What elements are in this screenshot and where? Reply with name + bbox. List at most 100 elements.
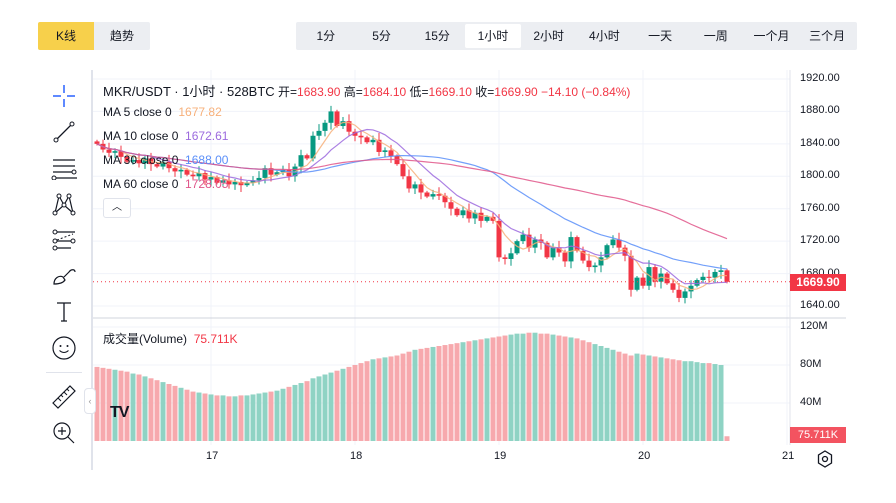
volume-bar (178, 387, 184, 441)
ma5-legend[interactable]: MA 5 close 0 1677.82 (103, 105, 222, 119)
candle-body (262, 168, 268, 178)
ma30-value: 1688.00 (185, 153, 229, 167)
candle-body (202, 173, 208, 180)
volume-bar (520, 333, 526, 441)
collapse-legend-button[interactable]: ︿ (103, 198, 131, 218)
volume-bar (94, 366, 100, 441)
volume-legend[interactable]: 成交量(Volume) 75.711K (103, 330, 238, 347)
crosshair-tool[interactable] (44, 78, 84, 114)
interval-1d[interactable]: 一天 (648, 29, 673, 43)
volume-bar (190, 391, 196, 441)
pattern-icon (52, 193, 76, 216)
toolbar-divider (46, 372, 82, 373)
candle-body (556, 247, 562, 253)
brush-tool[interactable] (44, 258, 84, 294)
volume-bar (670, 359, 676, 441)
volume-bar (334, 370, 340, 441)
volume-bar (616, 351, 622, 441)
volume-bar (250, 394, 256, 441)
candle-body (412, 184, 418, 189)
candle-body (94, 141, 100, 144)
volume-bar (394, 355, 400, 441)
ma10-legend[interactable]: MA 10 close 0 1672.61 (103, 129, 228, 143)
interval-5m[interactable]: 5分 (372, 29, 391, 43)
candle-body (466, 210, 472, 219)
volume-bar (286, 386, 292, 441)
candle-body (166, 161, 172, 169)
candle-body (382, 150, 388, 152)
candle-body (124, 156, 130, 162)
tab-kline[interactable]: K线 (38, 22, 94, 50)
candle-body (208, 177, 214, 180)
interval-1h[interactable]: 1小时 (465, 24, 521, 48)
zoom-tool[interactable] (44, 415, 84, 451)
ma30-label: MA 30 close 0 (103, 153, 179, 167)
volume-bar (328, 372, 334, 441)
candle-body (700, 276, 706, 281)
price-tick: 1720.00 (800, 234, 840, 247)
candle-body (442, 195, 448, 203)
measure-tool[interactable] (44, 379, 84, 415)
volume-bar (586, 342, 592, 441)
candle-body (196, 173, 202, 177)
volume-bar (430, 346, 436, 441)
chart-legend: MKR/USDT · 1小时 · 528BTC 开=1683.90 高=1684… (103, 81, 630, 100)
emoji-tool[interactable] (44, 330, 84, 366)
candle-body (634, 277, 640, 290)
candle-body (364, 137, 370, 143)
interval-2h[interactable]: 2小时 (533, 29, 564, 43)
volume-value: 75.711K (193, 332, 238, 346)
ma30-legend[interactable]: MA 30 close 0 1688.00 (103, 153, 228, 167)
text-tool[interactable] (44, 294, 84, 330)
toolbar-collapse-handle[interactable]: ‹ (84, 388, 96, 414)
candle-body (256, 177, 262, 181)
price-tick: 1880.00 (800, 104, 840, 117)
crosshair-icon (53, 85, 75, 107)
interval-1m[interactable]: 1分 (316, 29, 336, 43)
interval-1mo[interactable]: 一个月 (753, 29, 790, 43)
volume-bar (550, 334, 556, 441)
candle-body (184, 169, 190, 175)
candle-body (652, 267, 658, 282)
interval-4h[interactable]: 4小时 (589, 29, 620, 43)
settings-gear-icon[interactable] (816, 450, 834, 468)
candle-body (460, 210, 466, 216)
candle-body (712, 271, 718, 278)
volume-bar (310, 378, 316, 441)
candle-body (286, 169, 292, 177)
volume-label: 成交量(Volume) (103, 332, 188, 346)
fibonacci-icon (52, 229, 76, 251)
volume-bar (712, 364, 718, 441)
volume-bar (340, 368, 346, 441)
interval-1w[interactable]: 一周 (703, 29, 728, 43)
volume-bar (532, 332, 538, 441)
brush-icon (53, 269, 76, 285)
volume-bar (244, 395, 250, 441)
candle-body (160, 161, 166, 167)
candle-body (250, 180, 256, 183)
pattern-tool[interactable] (44, 186, 84, 222)
volume-bar (118, 370, 124, 441)
trend-line-tool[interactable] (44, 114, 84, 150)
candle-body (376, 139, 382, 152)
time-tick: 20 (638, 450, 651, 462)
volume-bar (142, 376, 148, 441)
ma60-legend[interactable]: MA 60 close 0 1728.05 (103, 177, 228, 191)
horizontal-lines-tool[interactable] (44, 150, 84, 186)
fib-tool[interactable] (44, 222, 84, 258)
interval-selector: 1分 5分 15分 1小时 2小时 4小时 一天 一周 一个月 三个月 (296, 22, 857, 50)
parallel-lines-icon (51, 159, 77, 180)
trend-line-icon (53, 121, 75, 143)
volume-bar (424, 347, 430, 441)
candle-body (424, 192, 430, 197)
price-tick: 1640.00 (800, 299, 840, 311)
candle-body (136, 160, 142, 164)
interval-3mo[interactable]: 三个月 (809, 29, 846, 43)
volume-bar (646, 355, 652, 441)
time-tick: 19 (494, 450, 507, 462)
interval-15m[interactable]: 15分 (424, 29, 450, 43)
current-price-tag: 1669.90 (790, 274, 846, 291)
tab-trend[interactable]: 趋势 (94, 22, 150, 50)
candle-body (172, 168, 178, 172)
